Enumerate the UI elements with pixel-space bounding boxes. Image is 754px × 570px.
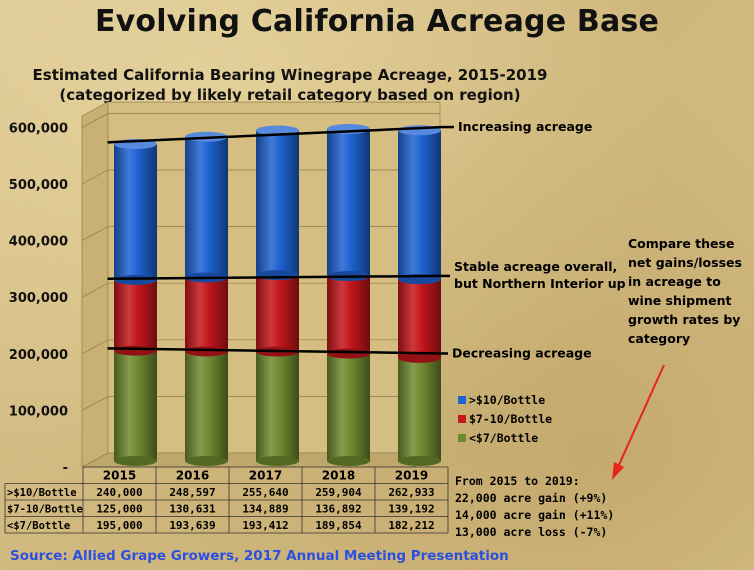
bar-segment-base — [256, 456, 299, 466]
x-tick-label: 2018 — [322, 469, 355, 483]
bar-segment — [256, 275, 299, 352]
legend-swatch — [458, 396, 466, 404]
bar-segment — [256, 351, 299, 461]
legend-swatch — [458, 434, 466, 442]
legend-label: >$10/Bottle — [469, 393, 545, 407]
change-summary: From 2015 to 2019: 22,000 acre gain (+9%… — [455, 473, 645, 541]
table-cell: 136,892 — [315, 503, 361, 516]
x-tick-label: 2015 — [103, 469, 136, 483]
summary-line-value: 13,000 acre loss (-7%) — [455, 525, 608, 539]
table-cell: 195,000 — [96, 519, 142, 532]
trend-line — [107, 125, 444, 144]
table-cell: 262,933 — [388, 486, 434, 499]
pointer-arrowhead — [612, 462, 624, 480]
trend-line — [107, 274, 444, 280]
x-tick-label: 2016 — [176, 469, 209, 483]
bar-segment — [398, 130, 441, 280]
y-tick-label: 300,000 — [9, 291, 68, 306]
bar-segment-base — [114, 456, 157, 466]
table-row-label: $7-10/Bottle — [7, 504, 83, 516]
bar-segment-base — [327, 456, 370, 466]
table-cell: 134,889 — [242, 503, 288, 516]
slide-title: Evolving California Acreage Base — [94, 4, 660, 39]
bar-segment-base — [398, 456, 441, 466]
bar-segment-base — [327, 348, 370, 359]
legend-label: <$7/Bottle — [469, 431, 538, 445]
y-tick-label: - — [63, 461, 68, 476]
y-tick-label: 600,000 — [9, 121, 68, 136]
trend-label: Decreasing acreage — [452, 345, 592, 360]
pointer-arrow — [617, 364, 665, 468]
table-cell: 255,640 — [242, 486, 288, 499]
bar-segment-base — [398, 352, 441, 363]
chart-subtitle: (categorized by likely retail category b… — [59, 86, 521, 104]
y-tick-label: 200,000 — [9, 348, 68, 363]
bar-segment — [114, 144, 157, 280]
side-note: Compare these net gains/losses in acreag… — [628, 236, 742, 346]
bar-segment — [398, 279, 441, 358]
table-cell: 125,000 — [96, 503, 142, 516]
table-cell: 193,639 — [169, 519, 215, 532]
bar-segment-base — [114, 345, 157, 356]
x-tick-label: 2019 — [395, 469, 428, 483]
bar-segment — [185, 351, 228, 461]
bar-segment-base — [185, 346, 228, 357]
table-cell: 189,854 — [315, 519, 362, 532]
bar-segment-base — [185, 456, 228, 466]
table-row-label: >$10/Bottle — [7, 487, 77, 499]
trend-label: but Northern Interior up — [454, 276, 626, 291]
summary-line-mid: 14,000 acre gain (+11%) — [455, 508, 615, 522]
table-cell: 248,597 — [169, 486, 215, 499]
legend-label: $7-10/Bottle — [469, 412, 552, 426]
bar-segment — [114, 350, 157, 461]
table-cell: 139,192 — [388, 503, 434, 516]
gridline — [81, 113, 440, 128]
bar-segment — [398, 357, 441, 461]
bar-segment — [327, 353, 370, 461]
bar-segment — [327, 276, 370, 354]
table-row-label: <$7/Bottle — [7, 520, 70, 532]
x-tick-label: 2017 — [249, 469, 282, 483]
bar-segment — [327, 128, 370, 277]
trend-label: Stable acreage overall, — [454, 259, 617, 274]
summary-title: From 2015 to 2019: — [455, 474, 580, 488]
chart-side-wall — [81, 101, 109, 468]
source-note: Source: Allied Grape Growers, 2017 Annua… — [10, 548, 509, 564]
bar-segment — [114, 279, 157, 351]
table-cell: 259,904 — [315, 486, 362, 499]
y-tick-label: 400,000 — [9, 235, 68, 250]
legend-swatch — [458, 415, 466, 423]
bar-segment — [256, 130, 299, 276]
y-tick-label: 500,000 — [9, 178, 68, 193]
trend-line — [107, 347, 444, 355]
table-cell: 182,212 — [388, 519, 434, 532]
chart-title: Estimated California Bearing Winegrape A… — [32, 66, 548, 84]
bar-segment — [185, 136, 228, 278]
table-cell: 130,631 — [169, 503, 216, 516]
summary-line-premium: 22,000 acre gain (+9%) — [455, 491, 608, 505]
bar-segment — [185, 277, 228, 352]
y-tick-label: 100,000 — [9, 404, 68, 419]
table-cell: 240,000 — [96, 486, 142, 499]
table-cell: 193,412 — [242, 519, 288, 532]
trend-label: Increasing acreage — [458, 119, 592, 134]
